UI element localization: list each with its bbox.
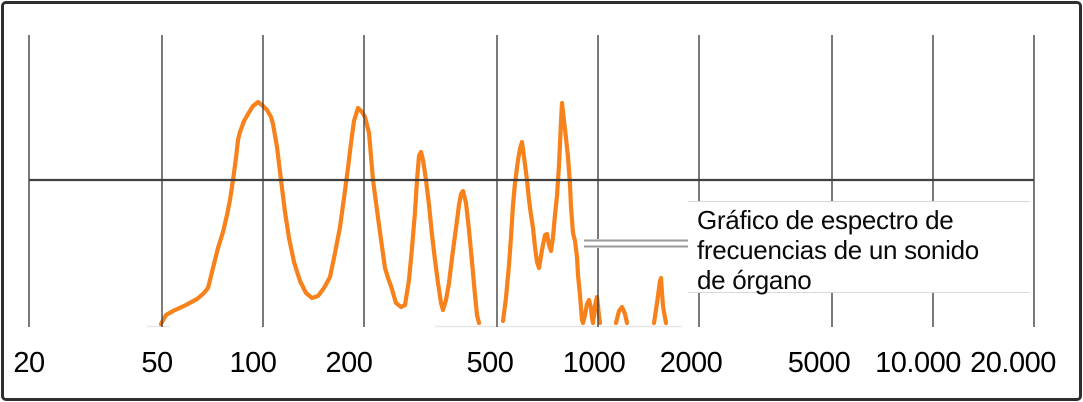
spectrum-curve <box>158 99 482 327</box>
spectrum-curve <box>613 304 630 326</box>
callout-box: Gráfico de espectro de frecuencias de un… <box>688 201 1030 295</box>
x-axis-label-20000: 20.000 <box>970 347 1056 379</box>
x-axis-label-20: 20 <box>13 347 45 379</box>
x-axis-label-2000: 2000 <box>659 347 723 379</box>
x-axis-label-100: 100 <box>229 347 277 379</box>
spectrum-curve <box>651 275 669 326</box>
callout-line-3: de órgano <box>697 265 812 295</box>
x-axis-label-200: 200 <box>325 347 373 379</box>
x-axis-label-10000: 10.000 <box>875 347 961 379</box>
callout-line-2: frecuencias de un sonido <box>697 235 979 265</box>
callout-line-1: Gráfico de espectro de <box>697 205 954 235</box>
spectrum-curve <box>500 100 603 326</box>
x-axis-label-500: 500 <box>466 347 514 379</box>
x-axis-label-50: 50 <box>141 347 173 379</box>
leader-line-mask <box>584 239 690 248</box>
x-axis-label-1000: 1000 <box>562 347 626 379</box>
x-axis-label-5000: 5000 <box>787 347 851 379</box>
